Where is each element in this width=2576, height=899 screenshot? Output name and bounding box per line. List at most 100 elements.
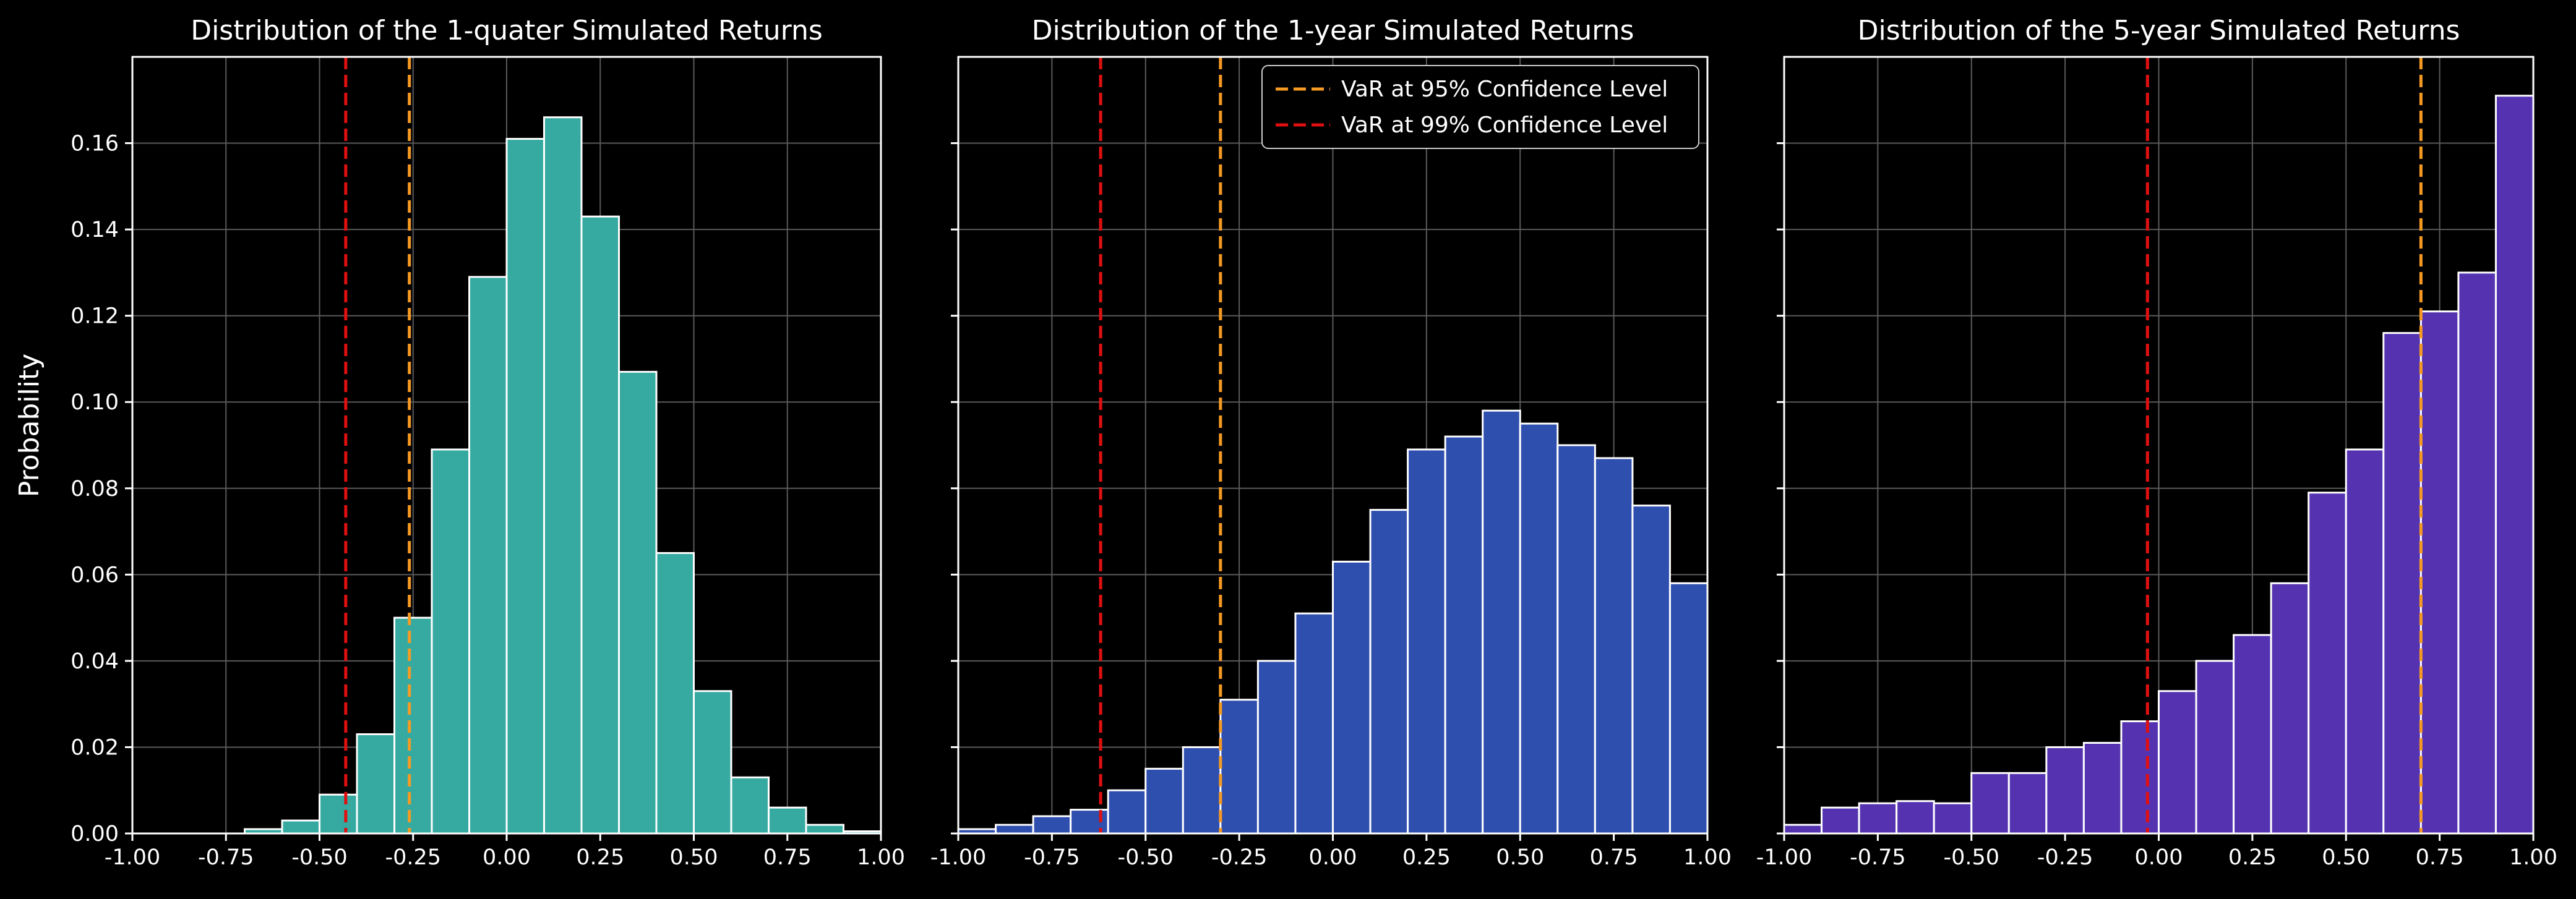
- legend-box: [1261, 65, 1699, 149]
- histogram-bar: [2045, 746, 2085, 835]
- histogram-bar: [655, 552, 695, 835]
- histogram-bar: [1821, 806, 1860, 835]
- x-tick-label: -0.75: [198, 845, 254, 870]
- histogram-bar: [1407, 448, 1446, 835]
- chart-title: Distribution of the 1-year Simulated Ret…: [1032, 15, 1634, 46]
- x-tick-label: 0.50: [2322, 845, 2370, 870]
- histogram-bar: [1556, 444, 1596, 835]
- histogram-bar: [1144, 767, 1184, 835]
- legend: VaR at 95% Confidence Level VaR at 99% Co…: [1261, 65, 1699, 149]
- histogram-bar: [1970, 772, 2010, 835]
- histogram-bar: [393, 616, 433, 835]
- histogram-bar: [1070, 809, 1109, 835]
- histogram-bar: [618, 370, 658, 835]
- x-tick-label: -0.50: [1943, 845, 1999, 870]
- x-tick-label: 1.00: [2509, 845, 2557, 870]
- x-tick-label: -1.00: [1756, 845, 1813, 870]
- legend-label: VaR at 99% Confidence Level: [1341, 113, 1668, 138]
- x-tick-label: 0.50: [670, 845, 718, 870]
- chart-panel-3: Distribution of the 5-year Simulated Ret…: [1756, 15, 2557, 870]
- histogram-bar: [1369, 509, 1409, 835]
- histogram-bar: [2082, 741, 2123, 835]
- histogram-bar: [319, 793, 358, 835]
- x-tick-label: -1.00: [105, 845, 161, 870]
- x-tick-label: -0.25: [385, 845, 441, 870]
- histogram-bar: [431, 448, 470, 835]
- histogram-bar: [995, 824, 1034, 835]
- histogram-bar: [356, 733, 395, 835]
- y-tick-label: 0.10: [71, 390, 119, 415]
- histogram-bar: [2494, 95, 2535, 835]
- histogram-bar: [1444, 435, 1484, 835]
- x-tick-label: 1.00: [857, 845, 905, 870]
- x-tick-label: 0.75: [763, 845, 812, 870]
- x-tick-label: 1.00: [1683, 845, 1732, 870]
- histogram-bar: [1594, 457, 1634, 835]
- histogram-bar: [1182, 746, 1222, 835]
- x-tick-label: 0.75: [2416, 845, 2464, 870]
- histogram-bar: [2308, 492, 2347, 835]
- histogram-bar: [2382, 332, 2422, 835]
- histogram-bar: [1482, 409, 1521, 835]
- x-tick-label: -0.25: [1211, 845, 1268, 870]
- x-tick-label: -0.75: [1850, 845, 1906, 870]
- histogram-bar: [1294, 612, 1334, 835]
- histogram-bar: [805, 824, 844, 835]
- histogram-bar: [543, 116, 583, 835]
- y-tick-label: 0.14: [71, 218, 119, 242]
- x-tick-label: 0.00: [483, 845, 531, 870]
- histogram-bar: [1256, 660, 1297, 835]
- histogram-bar: [468, 276, 508, 835]
- panels: Distribution of the 1-quater Simulated R…: [71, 15, 2557, 870]
- histogram-bar: [1783, 824, 1823, 835]
- chart-title: Distribution of the 1-quater Simulated R…: [191, 15, 823, 46]
- histogram-bar: [1933, 802, 1973, 835]
- histogram-bar: [1858, 802, 1898, 835]
- chart-panel-2: Distribution of the 1-year Simulated Ret…: [930, 15, 1732, 870]
- histogram-bar: [1631, 505, 1671, 835]
- legend-label: VaR at 95% Confidence Level: [1341, 77, 1668, 102]
- x-tick-label: 0.00: [2135, 845, 2183, 870]
- histogram-bar: [2007, 772, 2048, 835]
- x-tick-label: 0.00: [1309, 845, 1357, 870]
- x-tick-label: 0.25: [1402, 845, 1451, 870]
- histogram-bar: [1032, 815, 1072, 835]
- histogram-bar: [2195, 660, 2235, 835]
- y-tick-label: 0.02: [71, 735, 119, 760]
- x-tick-label: -0.75: [1024, 845, 1080, 870]
- histogram-bar: [1519, 422, 1559, 835]
- y-tick-label: 0.08: [71, 477, 119, 501]
- x-tick-label: -0.50: [1117, 845, 1174, 870]
- chart-title: Distribution of the 5-year Simulated Ret…: [1858, 15, 2460, 46]
- x-tick-label: 0.75: [1590, 845, 1638, 870]
- y-tick-label: 0.04: [71, 649, 119, 674]
- y-tick-label: 0.12: [71, 304, 119, 329]
- histogram-bar: [768, 806, 807, 835]
- chart-panel-1: Distribution of the 1-quater Simulated R…: [71, 15, 905, 870]
- histogram-bar: [2457, 271, 2497, 835]
- histogram-bar: [2345, 448, 2385, 835]
- histogram-bar: [1219, 699, 1259, 835]
- y-tick-label: 0.16: [71, 132, 119, 156]
- histogram-bar: [1896, 800, 1935, 835]
- histogram-bar: [1668, 582, 1709, 835]
- x-tick-label: -0.25: [2037, 845, 2093, 870]
- x-tick-label: -1.00: [930, 845, 987, 870]
- x-tick-label: -0.50: [291, 845, 348, 870]
- y-tick-label: 0.00: [71, 822, 119, 846]
- histogram-bar: [1107, 789, 1147, 835]
- y-axis-label: Probability: [14, 354, 45, 498]
- histogram-bar: [505, 138, 545, 835]
- histogram-bar: [2120, 720, 2160, 835]
- histogram-bar: [580, 215, 620, 835]
- histogram-bar: [730, 776, 770, 835]
- histogram-bar: [2233, 634, 2272, 835]
- histogram-bar: [2158, 690, 2197, 835]
- histogram-bar: [1332, 560, 1372, 835]
- histogram-bar: [693, 690, 732, 835]
- x-tick-label: 0.50: [1496, 845, 1544, 870]
- histogram-bar: [2270, 582, 2310, 835]
- x-tick-label: 0.25: [2228, 845, 2277, 870]
- y-tick-label: 0.06: [71, 563, 119, 587]
